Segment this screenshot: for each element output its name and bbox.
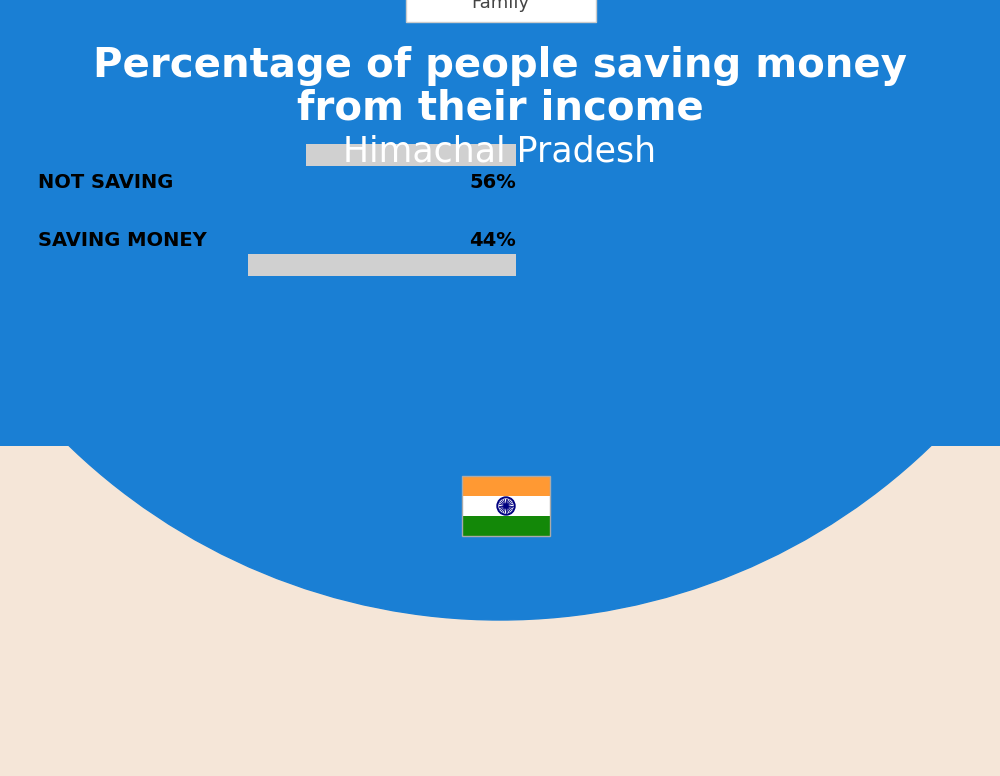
Text: 56%: 56% <box>469 172 516 192</box>
Text: NOT SAVING: NOT SAVING <box>38 172 173 192</box>
Circle shape <box>497 497 515 515</box>
Text: SAVING MONEY: SAVING MONEY <box>38 230 207 250</box>
FancyBboxPatch shape <box>462 476 550 496</box>
Text: Family: Family <box>471 0 529 12</box>
FancyBboxPatch shape <box>406 0 596 22</box>
FancyBboxPatch shape <box>462 496 550 516</box>
FancyBboxPatch shape <box>38 144 306 166</box>
Circle shape <box>0 0 1000 620</box>
FancyBboxPatch shape <box>462 516 550 536</box>
Text: Percentage of people saving money: Percentage of people saving money <box>93 46 907 86</box>
FancyBboxPatch shape <box>38 254 516 276</box>
Text: from their income: from their income <box>297 88 703 128</box>
FancyBboxPatch shape <box>0 0 1000 446</box>
FancyBboxPatch shape <box>38 254 248 276</box>
Text: 44%: 44% <box>469 230 516 250</box>
Circle shape <box>504 504 508 508</box>
Circle shape <box>499 499 513 513</box>
Text: Himachal Pradesh: Himachal Pradesh <box>343 134 657 168</box>
FancyBboxPatch shape <box>38 144 516 166</box>
